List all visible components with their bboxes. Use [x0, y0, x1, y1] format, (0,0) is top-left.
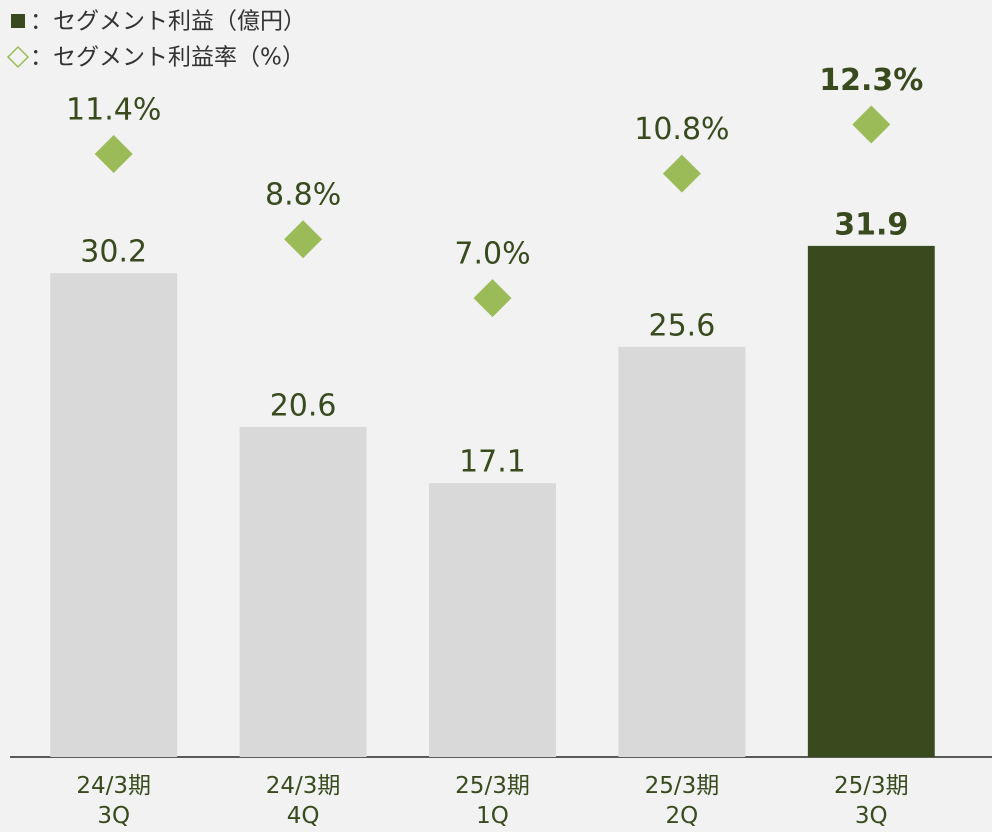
x-tick-label: 25/3期 2Q [645, 773, 720, 829]
bar-value-label: 17.1 [459, 445, 526, 480]
x-tick-line: 4Q [287, 803, 320, 829]
bar [50, 273, 178, 757]
rate-value-label: 8.8% [265, 178, 341, 213]
bar-value-label: 20.6 [270, 388, 337, 423]
bar-value-label: 25.6 [649, 308, 716, 343]
rate-marker [473, 279, 512, 318]
legend-label: ：セグメント利益（億円） [30, 9, 306, 35]
x-tick-line: 25/3期 [834, 773, 909, 799]
bar [239, 426, 367, 757]
x-tick-line: 25/3期 [455, 773, 530, 799]
rate-value-label: 11.4% [66, 92, 161, 127]
rate-marker [284, 220, 323, 259]
x-tick-line: 24/3期 [76, 773, 151, 799]
x-tick-line: 25/3期 [645, 773, 720, 799]
rate-marker [662, 154, 701, 193]
bar-value-label: 31.9 [834, 207, 908, 242]
x-tick-label: 24/3期 3Q [76, 773, 151, 829]
bar-value-label: 30.2 [80, 235, 147, 270]
x-tick-line: 3Q [855, 803, 888, 829]
rate-marker [94, 134, 133, 173]
x-tick-label: 25/3期 3Q [834, 773, 909, 829]
x-tick-line: 1Q [476, 803, 509, 829]
rate-value-label: 7.0% [454, 237, 530, 272]
x-tick-label: 25/3期 1Q [455, 773, 530, 829]
x-tick-line: 3Q [97, 803, 130, 829]
rate-marker [852, 105, 891, 144]
legend-label: ：セグメント利益率（%） [30, 45, 305, 71]
legend-diamond [6, 45, 30, 69]
rate-value-label: 12.3% [819, 63, 923, 98]
rate-value-label: 10.8% [634, 112, 729, 147]
legend-square [11, 14, 25, 28]
bar [429, 483, 556, 757]
bar [807, 245, 935, 757]
x-tick-line: 2Q [666, 803, 699, 829]
bar [618, 346, 746, 757]
x-tick-line: 24/3期 [266, 773, 341, 799]
x-tick-label: 24/3期 4Q [266, 773, 341, 829]
